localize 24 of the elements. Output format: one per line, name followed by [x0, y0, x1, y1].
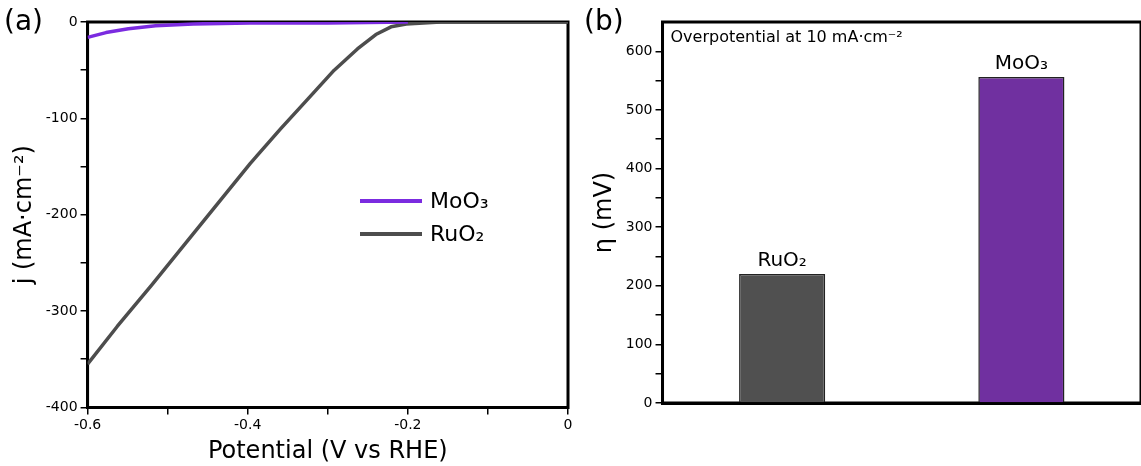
y-axis-title: j (mA·cm⁻²) — [8, 145, 37, 286]
y-tick-label: 200 — [625, 276, 653, 293]
y-tick-label: 0 — [68, 12, 78, 29]
x-tick-label: -0.2 — [394, 416, 422, 433]
y-tick-label: -400 — [45, 398, 78, 415]
y-tick-label: -200 — [45, 205, 78, 222]
chart-title: (b) — [584, 4, 624, 37]
y-tick-label: 300 — [625, 217, 653, 234]
legend-label: MoO₃ — [430, 188, 489, 213]
x-axis-title: Potential (V vs RHE) — [207, 435, 448, 464]
annotation: Overpotential at 10 mA·cm⁻² — [670, 27, 903, 47]
y-tick-label: 100 — [625, 335, 653, 352]
x-tick-label: -0.4 — [234, 416, 262, 433]
chart-title: (a) — [4, 4, 44, 37]
x-tick-label: -0.6 — [73, 416, 102, 433]
y-tick-label: 500 — [625, 100, 653, 117]
y-tick-label: 600 — [625, 41, 653, 58]
y-tick-label: -100 — [45, 108, 78, 125]
y-axis-title: η (mV) — [588, 171, 617, 254]
legend-label: RuO₂ — [430, 221, 485, 246]
x-tick-label: 0 — [563, 416, 573, 433]
y-tick-label: 0 — [643, 393, 653, 410]
y-tick-label: -300 — [45, 301, 78, 318]
y-tick-label: 400 — [625, 159, 653, 176]
